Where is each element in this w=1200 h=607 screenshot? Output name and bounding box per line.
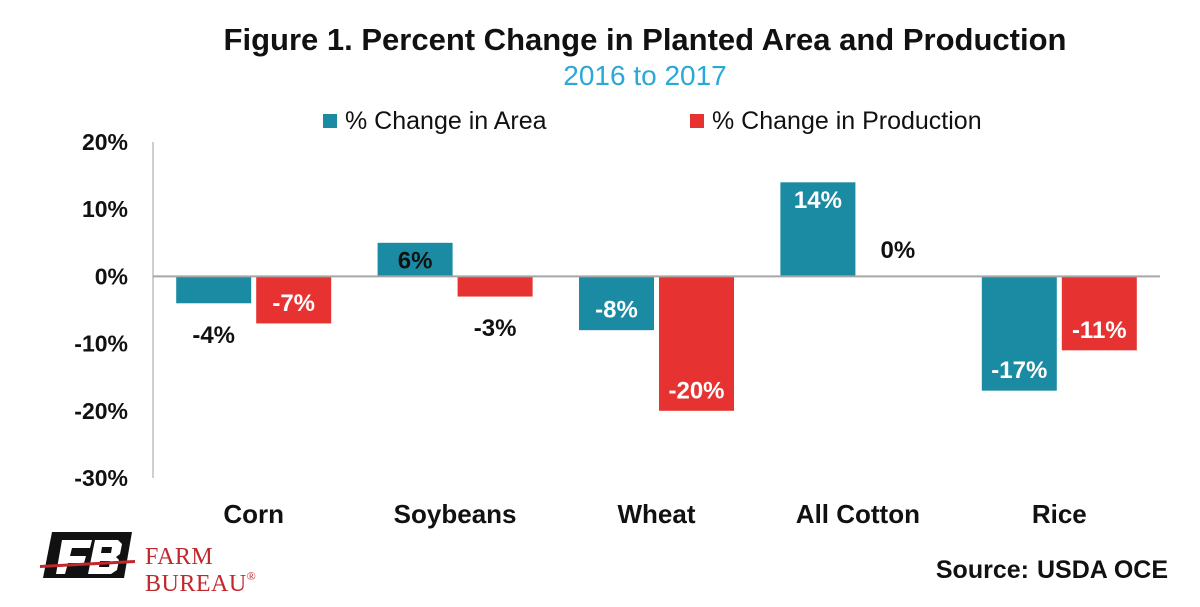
y-tick-label: -20% bbox=[74, 398, 128, 424]
x-category-label: Corn bbox=[223, 499, 284, 529]
data-label: -3% bbox=[474, 315, 517, 342]
data-label: 0% bbox=[881, 237, 916, 264]
y-tick-label: 20% bbox=[82, 129, 128, 155]
data-label: 14% bbox=[794, 187, 842, 214]
bar-production bbox=[457, 276, 533, 297]
bar-area bbox=[579, 276, 654, 331]
bar-area bbox=[377, 242, 453, 277]
farm-bureau-wordmark: FARM BUREAU® bbox=[145, 544, 310, 598]
legend-label: % Change in Production bbox=[712, 107, 982, 135]
source-value: USDA OCE bbox=[1036, 556, 1168, 584]
data-label: -7% bbox=[272, 290, 315, 317]
source-note: Source: USDA OCE bbox=[936, 556, 1168, 585]
legend-swatch bbox=[690, 114, 704, 128]
data-label: -17% bbox=[991, 357, 1047, 384]
bar-area bbox=[780, 182, 856, 277]
y-tick-label: 10% bbox=[82, 196, 128, 222]
bar-production bbox=[659, 276, 734, 411]
data-label: -4% bbox=[192, 322, 235, 349]
y-tick-label: 0% bbox=[95, 263, 128, 289]
bar-area bbox=[176, 276, 252, 304]
data-label: -11% bbox=[1072, 317, 1127, 344]
x-category-label: All Cotton bbox=[796, 499, 920, 529]
farm-bureau-mark-icon bbox=[40, 532, 135, 578]
x-category-label: Soybeans bbox=[394, 499, 517, 529]
legend-label: % Change in Area bbox=[345, 107, 547, 135]
y-tick-label: -10% bbox=[74, 331, 128, 357]
source-label: Source: bbox=[935, 556, 1029, 584]
data-label: 6% bbox=[398, 247, 433, 274]
data-label: -8% bbox=[595, 297, 638, 324]
bar-area bbox=[981, 276, 1057, 391]
data-label: -20% bbox=[668, 377, 724, 404]
bar-production bbox=[1061, 276, 1137, 351]
x-category-label: Rice bbox=[1032, 499, 1087, 529]
y-tick-label: -30% bbox=[74, 465, 128, 491]
x-category-label: Wheat bbox=[618, 499, 696, 529]
legend-swatch bbox=[323, 114, 337, 128]
brand-name: FARM BUREAU bbox=[145, 544, 247, 597]
bar-production bbox=[256, 276, 332, 324]
chart-title: Figure 1. Percent Change in Planted Area… bbox=[223, 22, 1067, 57]
brand-reg-mark: ® bbox=[246, 569, 257, 583]
chart-subtitle: 2016 to 2017 bbox=[563, 60, 727, 91]
farm-bureau-logo: FARM BUREAU® bbox=[40, 530, 310, 597]
